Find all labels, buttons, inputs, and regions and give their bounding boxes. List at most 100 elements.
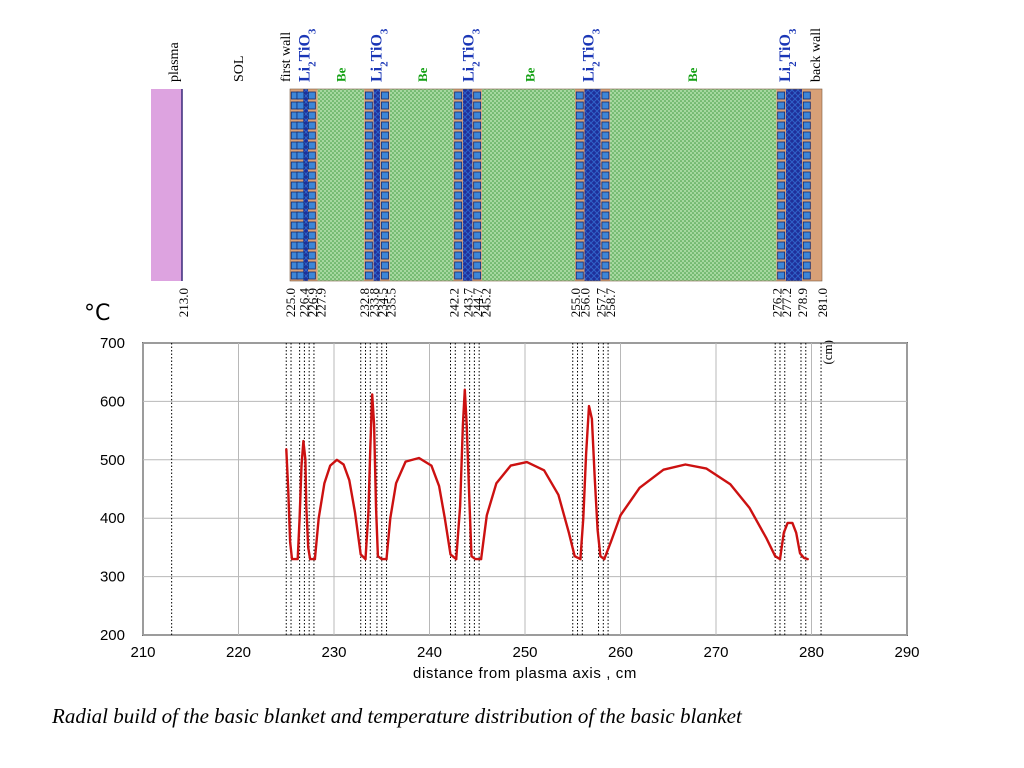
temperature-curve-segment — [285, 439, 317, 561]
breeder-label: Li2TiO3 — [296, 28, 318, 82]
cooling-channel — [381, 251, 389, 260]
temperature-curve-segment — [479, 460, 582, 561]
cooling-channel — [454, 151, 463, 160]
cooling-channel — [802, 91, 811, 100]
x-tick-label: 250 — [512, 644, 537, 661]
cooling-channel — [777, 241, 786, 250]
cooling-channel — [802, 201, 811, 210]
cooling-channel — [364, 161, 373, 170]
cooling-channel — [575, 151, 584, 160]
cooling-channel — [364, 91, 373, 100]
cooling-channel — [777, 111, 786, 120]
breeder-layer — [303, 89, 309, 281]
cooling-channel — [601, 91, 610, 100]
cooling-channel — [454, 191, 463, 200]
be-label: Be — [415, 67, 430, 82]
x-tick-label: 280 — [799, 644, 824, 661]
cooling-channel — [473, 101, 482, 110]
be-label: Be — [522, 67, 537, 82]
cooling-channel — [802, 161, 811, 170]
breeder-label: Li2TiO3 — [461, 28, 483, 82]
cooling-channel — [454, 261, 463, 270]
cooling-channel — [381, 91, 389, 100]
cooling-channel — [364, 141, 373, 150]
cooling-channel — [364, 181, 373, 190]
cooling-channel — [307, 171, 316, 180]
cooling-channel — [454, 121, 463, 130]
x-tick-label: 260 — [608, 644, 633, 661]
be-label: Be — [685, 67, 700, 82]
first-wall-label: first wall — [279, 32, 294, 82]
cooling-channel — [296, 151, 305, 160]
plasma-label: plasma — [167, 42, 182, 82]
radial-build-diagram — [151, 88, 823, 282]
plasma-region — [151, 89, 182, 281]
breeder-label-subscript: 2 — [590, 61, 602, 67]
boundary-value-label: 256.0 — [578, 288, 593, 317]
cooling-channel — [575, 111, 584, 120]
boundary-value-label: 255.0 — [568, 288, 583, 317]
cooling-channel — [364, 261, 373, 270]
boundary-lines — [171, 343, 822, 635]
cooling-channel — [601, 161, 610, 170]
x-tick-label: 220 — [226, 644, 251, 661]
cooling-channel — [454, 161, 463, 170]
cooling-channel — [802, 131, 811, 140]
cooling-channel — [473, 171, 482, 180]
cooling-channel — [296, 221, 305, 230]
cooling-channel — [381, 111, 389, 120]
cooling-channel — [575, 211, 584, 220]
cooling-channel — [307, 91, 316, 100]
sol-label: SOL — [232, 56, 247, 82]
cooling-channel — [575, 231, 584, 240]
breeder-label-subscript: 3 — [590, 28, 602, 34]
cooling-channel — [575, 261, 584, 270]
cooling-channel — [601, 271, 610, 280]
cooling-channel — [473, 151, 482, 160]
y-tick-label: 400 — [100, 510, 125, 527]
cooling-channel — [381, 261, 389, 270]
cooling-channel — [296, 111, 305, 120]
cooling-channel — [296, 191, 305, 200]
cooling-channel — [802, 181, 811, 190]
cooling-channel — [307, 221, 316, 230]
breeder-label-subscript: 3 — [379, 28, 391, 34]
x-tick-label: 270 — [703, 644, 728, 661]
cooling-channel — [381, 151, 389, 160]
cooling-channel — [307, 211, 316, 220]
breeder-label-text: TiO — [777, 34, 794, 61]
cooling-channel — [575, 101, 584, 110]
cooling-channel — [296, 231, 305, 240]
cooling-channel — [575, 161, 584, 170]
cooling-channel — [575, 201, 584, 210]
breeder-label-subscript: 2 — [787, 61, 799, 67]
cooling-channel — [454, 171, 463, 180]
cooling-channel — [381, 171, 389, 180]
y-tick-labels: 200 300 400 500 600 700 — [100, 335, 125, 644]
cooling-channel — [364, 151, 373, 160]
breeder-layer — [373, 89, 381, 281]
boundary-value-label: 225.0 — [283, 288, 298, 317]
cooling-channel — [296, 161, 305, 170]
cooling-channel — [777, 161, 786, 170]
cooling-channel — [601, 141, 610, 150]
cooling-channel — [777, 121, 786, 130]
back-wall-label: back wall — [809, 28, 824, 82]
cooling-channel — [296, 91, 305, 100]
boundary-value-label: 243.7 — [461, 288, 476, 318]
cooling-channel — [307, 241, 316, 250]
cooling-channel — [777, 261, 786, 270]
y-tick-label: 500 — [100, 452, 125, 469]
grid-lines — [142, 342, 908, 636]
breeder-label-subscript: 3 — [306, 28, 318, 34]
cooling-channel — [802, 231, 811, 240]
cooling-channel — [601, 251, 610, 260]
cooling-channel — [454, 131, 463, 140]
cooling-channel — [296, 201, 305, 210]
cooling-channel — [777, 191, 786, 200]
cooling-channel — [454, 271, 463, 280]
cooling-channel — [296, 101, 305, 110]
cooling-channel — [473, 161, 482, 170]
cooling-channel — [364, 251, 373, 260]
